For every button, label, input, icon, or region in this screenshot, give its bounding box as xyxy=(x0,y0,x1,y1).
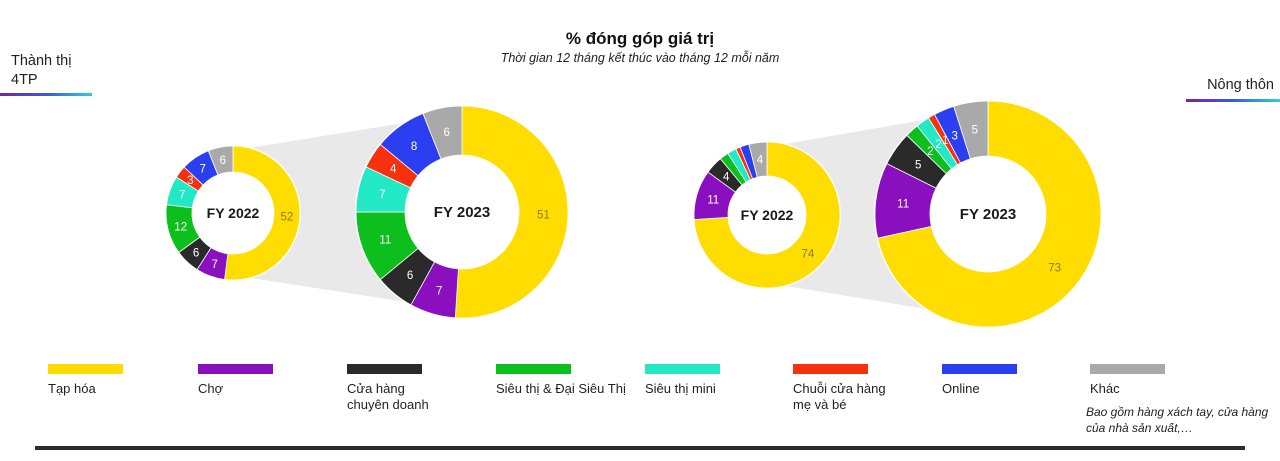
segment-value-label: 7 xyxy=(179,190,185,202)
legend-item: Siêu thị mini xyxy=(645,364,720,397)
chart-subtitle: Thời gian 12 tháng kết thúc vào tháng 12… xyxy=(500,51,780,65)
segment-value-label: 4 xyxy=(390,163,397,175)
legend-swatch xyxy=(793,364,868,374)
segment-value-label: 73 xyxy=(1048,263,1061,275)
legend-item: Siêu thị & Đại Siêu Thị xyxy=(496,364,626,397)
legend-item: Chuỗi cửa hàng mẹ và bé xyxy=(793,364,886,413)
legend-swatch xyxy=(942,364,1017,374)
segment-value-label: 12 xyxy=(174,221,187,233)
legend-label: Chợ xyxy=(198,381,224,396)
legend-item: Online xyxy=(942,364,1017,397)
segment-value-label: 11 xyxy=(707,194,719,206)
region-underline-rural xyxy=(1186,99,1280,102)
legend-label: Cửa hàng chuyên doanh xyxy=(347,381,429,412)
segment-value-label: 74 xyxy=(801,248,814,260)
legend-swatch xyxy=(347,364,422,374)
legend-item: Cửa hàng chuyên doanh xyxy=(347,364,429,413)
segment-value-label: 4 xyxy=(757,154,764,166)
legend-label: Khác xyxy=(1090,381,1120,396)
segment-value-label: 7 xyxy=(436,285,442,297)
chart-title: % đóng góp giá trị xyxy=(565,29,715,48)
segment-value-label: 6 xyxy=(193,247,199,259)
legend-swatch xyxy=(48,364,123,374)
segment-value-label: 3 xyxy=(187,175,193,187)
segment-value-label: 7 xyxy=(212,259,218,271)
donut-segment xyxy=(207,145,234,176)
legend-swatch xyxy=(496,364,571,374)
legend-item: Tạp hóa xyxy=(48,364,123,397)
segment-value-label: 8 xyxy=(411,141,417,153)
bottom-rule xyxy=(35,446,1245,450)
segment-value-label: 7 xyxy=(199,163,205,175)
donut-segment xyxy=(454,105,569,319)
legend-label: Tạp hóa xyxy=(48,381,96,396)
segment-value-label: 4 xyxy=(723,172,730,184)
legend-note: Bao gồm hàng xách tay, cửa hàng của nhà … xyxy=(1086,405,1269,435)
segment-value-label: 6 xyxy=(220,155,226,167)
legend-swatch xyxy=(198,364,273,374)
region-label-urban: Thành thị 4TP xyxy=(11,53,72,88)
donut-segment xyxy=(877,100,1102,328)
donut-center-label: FY 2022 xyxy=(741,207,794,223)
segment-value-label: 51 xyxy=(537,210,550,222)
legend-label: Online xyxy=(942,381,980,396)
segment-value-label: 11 xyxy=(897,198,909,210)
segment-value-label: 5 xyxy=(915,160,921,172)
segment-value-label: 6 xyxy=(407,270,413,282)
legend-label: Chuỗi cửa hàng mẹ và bé xyxy=(793,381,886,412)
region-underline-urban xyxy=(0,93,92,96)
legend-item: Chợ xyxy=(198,364,273,397)
donut-center-label: FY 2023 xyxy=(434,204,490,221)
donut-segment xyxy=(224,145,301,281)
segment-value-label: 5 xyxy=(972,125,978,137)
donut-center-label: FY 2022 xyxy=(207,205,260,221)
donut-segment xyxy=(748,141,768,178)
segment-value-label: 6 xyxy=(444,127,450,139)
donut-segment xyxy=(422,105,463,160)
segment-value-label: 3 xyxy=(951,130,957,142)
segment-value-label: 2 xyxy=(935,139,941,151)
legend-label: Siêu thị mini xyxy=(645,381,716,396)
donut-segment xyxy=(693,141,841,289)
segment-value-label: 2 xyxy=(927,146,933,158)
legend-label: Siêu thị & Đại Siêu Thị xyxy=(496,381,626,396)
region-label-rural: Nông thôn xyxy=(1207,77,1274,93)
segment-value-label: 52 xyxy=(280,211,293,223)
legend-swatch xyxy=(645,364,720,374)
legend-item: Khác xyxy=(1090,364,1165,397)
donut-center-label: FY 2023 xyxy=(960,206,1016,223)
donut-segment xyxy=(953,100,989,160)
segment-value-label: 11 xyxy=(379,235,391,247)
legend-swatch xyxy=(1090,364,1165,374)
segment-value-label: 7 xyxy=(379,189,385,201)
segment-value-label: 1 xyxy=(942,135,948,147)
